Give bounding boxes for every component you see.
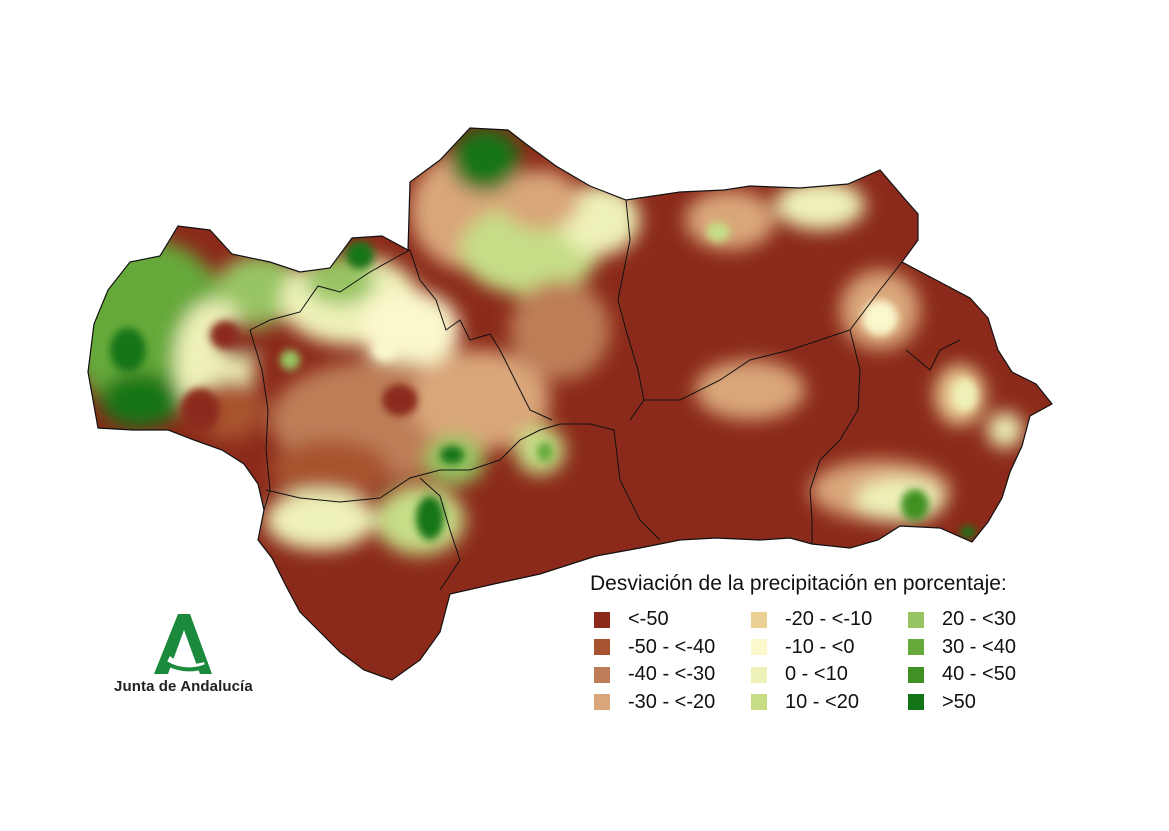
legend-swatch [594,666,610,683]
legend-label: -10 - <0 [785,635,855,658]
legend-swatch [594,611,610,628]
junta-andalucia-logo: Junta de Andalucía [110,612,260,702]
legend-item: -30 - <-20 [590,689,747,717]
legend-swatch [751,666,767,683]
legend-label: 0 - <10 [785,663,848,686]
legend-item: 30 - <40 [904,634,1061,662]
legend-label: 20 - <30 [942,608,1016,631]
legend-swatch [908,694,924,711]
legend: Desviación de la precipitación en porcen… [590,572,1070,716]
legend-label: -20 - <-10 [785,608,873,631]
legend-item: -40 - <-30 [590,661,747,689]
junta-andalucia-logo-icon [154,614,212,674]
legend-swatch [908,639,924,656]
legend-item: <-50 [590,606,747,634]
legend-label: 30 - <40 [942,635,1016,658]
legend-title: Desviación de la precipitación en porcen… [590,572,1007,595]
map-blobs-sharp [110,222,977,540]
legend-item: 20 - <30 [904,606,1061,634]
legend-item: >50 [904,689,1061,717]
legend-swatch [908,611,924,628]
legend-label: >50 [942,690,976,713]
legend-item: -20 - <-10 [747,606,904,634]
legend-label: 10 - <20 [785,690,859,713]
province-borders [249,199,961,591]
legend-item: 40 - <50 [904,661,1061,689]
legend-label: -30 - <-20 [628,690,716,713]
legend-label: <-50 [628,608,669,631]
legend-label: -50 - <-40 [628,635,716,658]
legend-items: <-50 -50 - <-40 -40 - <-30 -30 - <-20 -20 - … [590,606,1070,716]
logo-text: Junta de Andalucía [114,678,253,695]
legend-item: -50 - <-40 [590,634,747,662]
legend-swatch [908,666,924,683]
legend-swatch [594,694,610,711]
legend-swatch [751,694,767,711]
legend-item: 10 - <20 [747,689,904,717]
legend-label: -40 - <-30 [628,663,716,686]
legend-label: 40 - <50 [942,663,1016,686]
legend-swatch [594,639,610,656]
legend-swatch [751,611,767,628]
legend-item: -10 - <0 [747,634,904,662]
legend-item: 0 - <10 [747,661,904,689]
legend-swatch [751,639,767,656]
map-blobs-soft [88,128,1023,555]
